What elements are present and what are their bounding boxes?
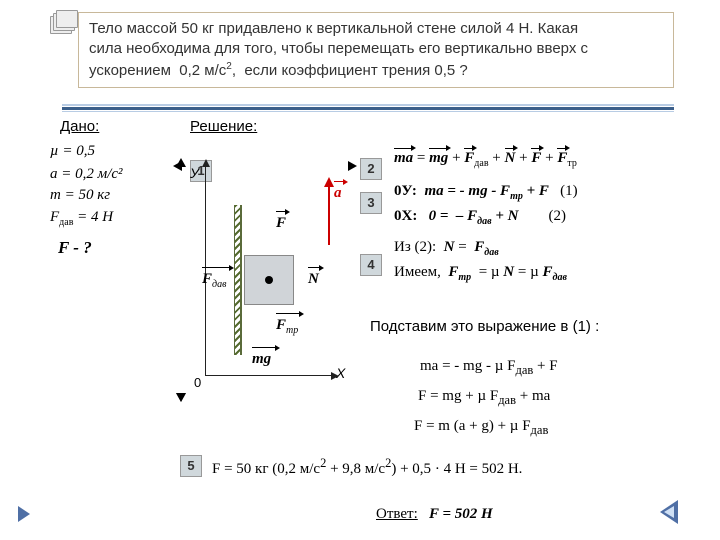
vector-mg: mg bbox=[252, 351, 274, 368]
given-a: a = 0,2 м/с² bbox=[50, 163, 123, 186]
eq-oy: 0У: ma = - mg - Fтр + F (1) bbox=[394, 183, 578, 202]
problem-statement: Тело массой 50 кг придавлено к вертикаль… bbox=[78, 12, 674, 88]
answer: Ответ: F = 502 Н bbox=[376, 506, 493, 523]
find-question: F - ? bbox=[58, 238, 92, 258]
solution-heading: Решение: bbox=[190, 118, 257, 135]
eq-ox: 0Х: 0 = – Fдав + N (2) bbox=[394, 208, 578, 227]
eq-res3: F = m (a + g) + µ Fдав bbox=[414, 418, 548, 438]
eq-newton2: ma = mg + Fдав + N + F + Fтр bbox=[394, 150, 578, 169]
given-mu: µ = 0,5 bbox=[50, 140, 123, 163]
vector-F: F bbox=[276, 215, 288, 232]
divider bbox=[62, 104, 674, 112]
eq-res2: F = mg + µ Fдав + ma bbox=[418, 388, 550, 408]
vector-Fdav: Fдав bbox=[202, 271, 232, 290]
given-heading: Дано: bbox=[60, 118, 99, 135]
vector-Ftr: Fтр bbox=[276, 317, 302, 336]
eq-final: F = 50 кг (0,2 м/с2 + 9,8 м/с2) + 0,5 · … bbox=[212, 456, 522, 478]
equations-block: ma = mg + Fдав + N + F + Fтр 0У: ma = - … bbox=[360, 150, 578, 289]
eq-from2: Из (2): N = Fдав bbox=[394, 239, 578, 258]
axis-y-label: У bbox=[190, 165, 199, 181]
vector-N: N bbox=[308, 271, 322, 288]
given-m: m = 50 кг bbox=[50, 184, 110, 207]
eq-res1: ma = - mg - µ Fдав + F bbox=[420, 358, 558, 378]
origin-label: 0 bbox=[194, 375, 201, 390]
prev-slide-icon bbox=[664, 506, 674, 518]
given-block: µ = 0,5 a = 0,2 м/с² m = 50 кг Fдав = 4 … bbox=[50, 140, 123, 185]
free-body-diagram: У Х 0 a F N Fдав Fтр mg bbox=[180, 165, 350, 395]
eq-have: Имеем, Fтр = µ N = µ Fдав bbox=[394, 264, 578, 283]
step-5: 5 bbox=[180, 455, 202, 477]
vector-a: a bbox=[334, 185, 346, 202]
given-fdav: Fдав = 4 Н bbox=[50, 206, 113, 230]
text-substitute: Подставим это выражение в (1) : bbox=[370, 318, 635, 335]
play-icon[interactable] bbox=[18, 506, 30, 522]
